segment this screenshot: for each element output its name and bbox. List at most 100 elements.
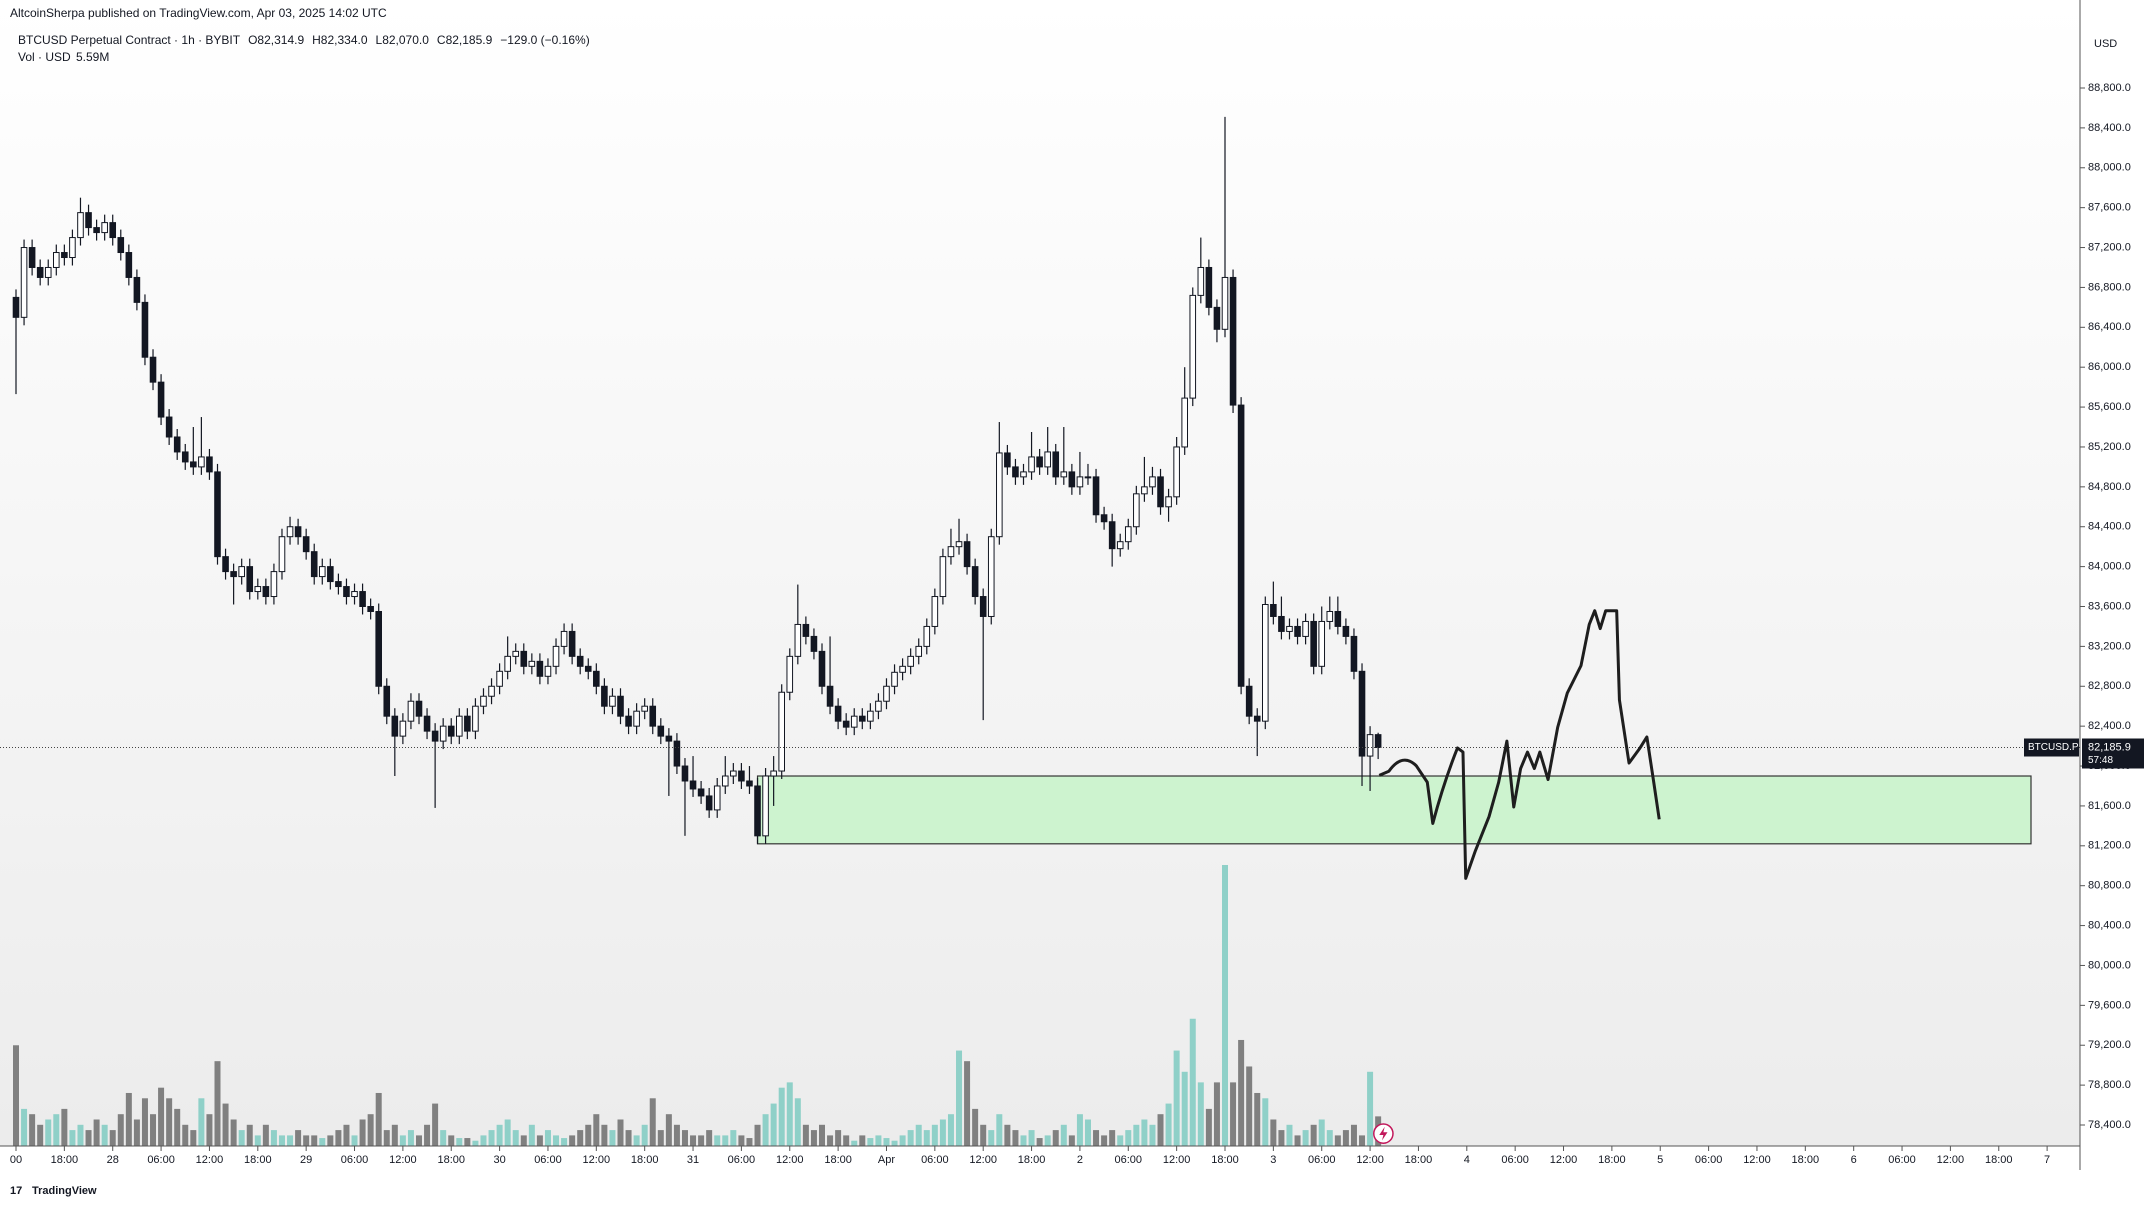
footer-logo: 17 — [10, 1185, 22, 1197]
volume-bar — [641, 1124, 648, 1146]
volume-bar — [496, 1124, 503, 1146]
volume-bar — [1230, 1082, 1237, 1146]
candle-body — [456, 715, 463, 737]
candle-body — [254, 586, 262, 593]
candle-body — [520, 650, 528, 667]
volume-bar — [1270, 1119, 1277, 1146]
x-tick-label: 12:00 — [1356, 1154, 1384, 1166]
volume-bar — [1213, 1082, 1220, 1146]
volume-bar — [698, 1135, 705, 1146]
candle-body — [568, 630, 576, 657]
volume-bar — [883, 1138, 890, 1146]
x-tick-label: 18:00 — [1405, 1154, 1433, 1166]
volume-bar — [609, 1130, 616, 1146]
volume-bar — [13, 1045, 19, 1146]
volume-bar — [254, 1135, 261, 1146]
candle-body — [399, 720, 407, 737]
candle-body — [1004, 452, 1011, 468]
candle-body — [157, 381, 165, 418]
volume-bar — [1076, 1114, 1083, 1146]
candle-body — [318, 566, 326, 578]
candle-body — [286, 526, 294, 538]
volume-label: Vol · USD — [18, 50, 71, 64]
candle-body — [963, 541, 971, 568]
volume-bar — [206, 1114, 213, 1146]
volume-bar — [891, 1140, 898, 1146]
volume-bar — [278, 1135, 285, 1146]
candle-body — [20, 247, 28, 318]
volume-bar — [1060, 1124, 1067, 1146]
candle-body — [1286, 625, 1293, 632]
candle-body — [609, 695, 616, 707]
candle-body — [44, 266, 52, 278]
candle-body — [1060, 471, 1068, 478]
volume-bar — [1028, 1130, 1035, 1146]
candle-body — [278, 536, 286, 573]
x-tick-label: 28 — [107, 1154, 119, 1166]
candle-body — [987, 536, 995, 617]
candle-body — [818, 650, 826, 687]
candle-body — [93, 227, 100, 234]
volume-bar — [972, 1108, 979, 1146]
y-tick-label: 79,200.0 — [2088, 1039, 2131, 1051]
volume-bar — [1149, 1124, 1156, 1146]
candle-body — [335, 581, 342, 588]
y-tick-label: 86,800.0 — [2088, 281, 2131, 293]
x-tick-label: 00 — [10, 1154, 22, 1166]
volume-bar — [480, 1135, 487, 1146]
volume-bar — [166, 1098, 173, 1146]
x-tick-label: 12:00 — [969, 1154, 997, 1166]
candle-body — [1302, 620, 1309, 637]
volume-bar — [536, 1135, 543, 1146]
y-tick-label: 80,000.0 — [2088, 959, 2131, 971]
volume-bar — [1101, 1135, 1108, 1146]
currency-label: USD — [2094, 38, 2117, 50]
volume-bar — [738, 1135, 745, 1146]
candle-body — [1197, 266, 1205, 296]
x-tick-label: 18:00 — [1018, 1154, 1046, 1166]
y-tick-label: 88,400.0 — [2088, 122, 2131, 134]
volume-bar — [706, 1130, 713, 1146]
volume-bar — [1222, 865, 1228, 1146]
y-tick-label: 84,000.0 — [2088, 561, 2131, 573]
volume-bar — [746, 1138, 753, 1146]
y-tick-label: 81,600.0 — [2088, 800, 2131, 812]
x-tick-label: 06:00 — [921, 1154, 949, 1166]
candle-body — [447, 725, 455, 737]
candle-body — [657, 725, 665, 737]
candle-body — [1366, 734, 1374, 757]
candle-body — [464, 715, 471, 732]
x-tick-label: Apr — [878, 1154, 895, 1166]
candle-body — [1229, 276, 1237, 406]
volume-bar — [1238, 1039, 1245, 1146]
volume-bar — [617, 1119, 624, 1146]
volume-bar — [714, 1135, 721, 1146]
volume-bar — [1254, 1092, 1261, 1146]
x-tick-label: 5 — [1657, 1154, 1663, 1166]
candle-body — [85, 212, 92, 229]
candle-body — [544, 665, 552, 677]
volume-bar — [528, 1124, 535, 1146]
candle-body — [1294, 625, 1301, 637]
candle-body — [1270, 604, 1277, 617]
candle-body — [246, 566, 254, 593]
volume-bar — [85, 1130, 92, 1146]
volume-bar — [730, 1130, 737, 1146]
candle-body — [1221, 276, 1229, 330]
volume-bar — [810, 1130, 817, 1146]
candle-body — [705, 795, 713, 811]
candle-body — [1262, 604, 1269, 722]
volume-bar — [93, 1119, 100, 1146]
candle-body — [939, 556, 947, 598]
candle-body — [810, 635, 818, 652]
candle-body — [327, 566, 334, 583]
volume-bar — [1326, 1130, 1333, 1146]
x-tick-label: 12:00 — [776, 1154, 804, 1166]
symbol-title: BTCUSD Perpetual Contract · 1h · BYBIT — [18, 33, 241, 47]
x-tick-label: 06:00 — [1115, 1154, 1143, 1166]
published-note: AltcoinSherpa published on TradingView.c… — [10, 6, 387, 20]
volume-bar — [1068, 1135, 1075, 1146]
volume-bar — [150, 1114, 157, 1146]
candle-body — [1358, 670, 1366, 757]
candle-body — [165, 416, 173, 438]
